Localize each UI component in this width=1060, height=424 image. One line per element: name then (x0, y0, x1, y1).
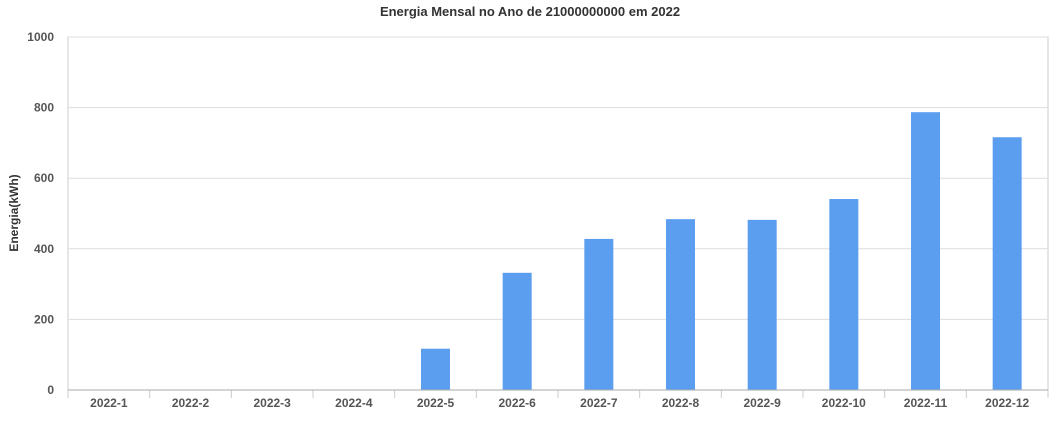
bar-2022-8[interactable] (666, 219, 695, 390)
y-tick-label: 400 (34, 242, 54, 256)
bar-2022-10[interactable] (829, 199, 859, 390)
x-tick-label: 2022-9 (743, 396, 781, 410)
x-tick-label: 2022-10 (822, 396, 866, 410)
x-tick-label: 2022-5 (417, 396, 455, 410)
y-tick-label: 800 (34, 101, 54, 115)
bar-2022-12[interactable] (992, 137, 1022, 390)
bar-2022-11[interactable] (911, 112, 940, 391)
x-tick-label: 2022-12 (985, 396, 1029, 410)
x-tick-label: 2022-4 (335, 396, 373, 410)
plot-frame (67, 36, 1049, 391)
x-tick-label: 2022-3 (253, 396, 291, 410)
y-tick-label: 0 (47, 383, 54, 397)
x-tick-label: 2022-8 (662, 396, 700, 410)
x-tick-label: 2022-7 (580, 396, 618, 410)
axis-layer: 0 200 400 600 800 1000 2022-1 2022-2 2022-3 2022-… (27, 30, 1049, 410)
bar-layer (421, 112, 1022, 391)
x-tick-label: 2022-6 (498, 396, 536, 410)
x-tick-label: 2022-2 (172, 396, 210, 410)
y-tick-label: 200 (34, 312, 54, 326)
bar-2022-7[interactable] (584, 238, 614, 390)
bar-2022-9[interactable] (747, 219, 777, 390)
bar-2022-5[interactable] (421, 348, 450, 390)
x-tick-label: 2022-11 (904, 396, 948, 410)
grid-layer (67, 36, 1049, 391)
y-tick-label: 1000 (27, 30, 54, 44)
x-tick-label: 2022-1 (90, 396, 128, 410)
y-tick-label: 600 (34, 171, 54, 185)
chart-title: Energia Mensal no Ano de 21000000000 em … (379, 4, 681, 19)
bar-2022-6[interactable] (502, 272, 532, 390)
